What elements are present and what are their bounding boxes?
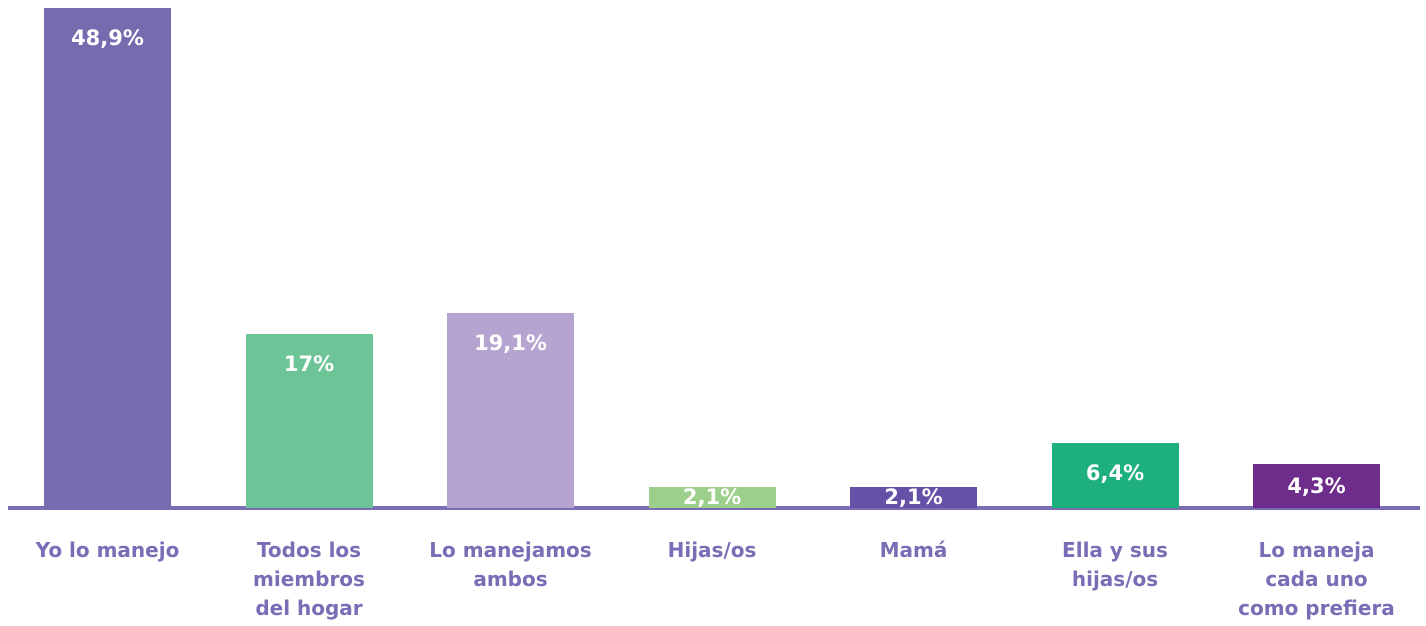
value-label: 17% xyxy=(283,352,335,377)
value-label: 4,3% xyxy=(1287,474,1346,499)
category-label: Ella y sus hijas/os xyxy=(1062,538,1168,591)
value-label: 2,1% xyxy=(682,485,742,510)
bar xyxy=(648,486,776,508)
bar xyxy=(850,486,977,508)
value-label: 48,9% xyxy=(71,26,144,50)
bar xyxy=(447,312,574,508)
value-label: 6,4% xyxy=(1085,460,1145,485)
category-label: Todos los miembros del hogar xyxy=(253,538,365,620)
category-label: Lo manejamos ambos xyxy=(429,538,592,591)
value-label: 2,1% xyxy=(884,485,943,510)
baseline xyxy=(8,506,1420,510)
bar xyxy=(1051,442,1179,508)
bar xyxy=(245,334,373,508)
bar xyxy=(44,8,171,508)
category-label: Yo lo manejo xyxy=(35,538,180,562)
category-label: Hijas/os xyxy=(667,538,757,562)
category-label: Lo maneja cada uno como prefiera xyxy=(1238,538,1395,620)
bar xyxy=(1253,464,1380,508)
value-label: 19,1% xyxy=(474,330,547,355)
category-label: Mamá xyxy=(879,538,948,562)
